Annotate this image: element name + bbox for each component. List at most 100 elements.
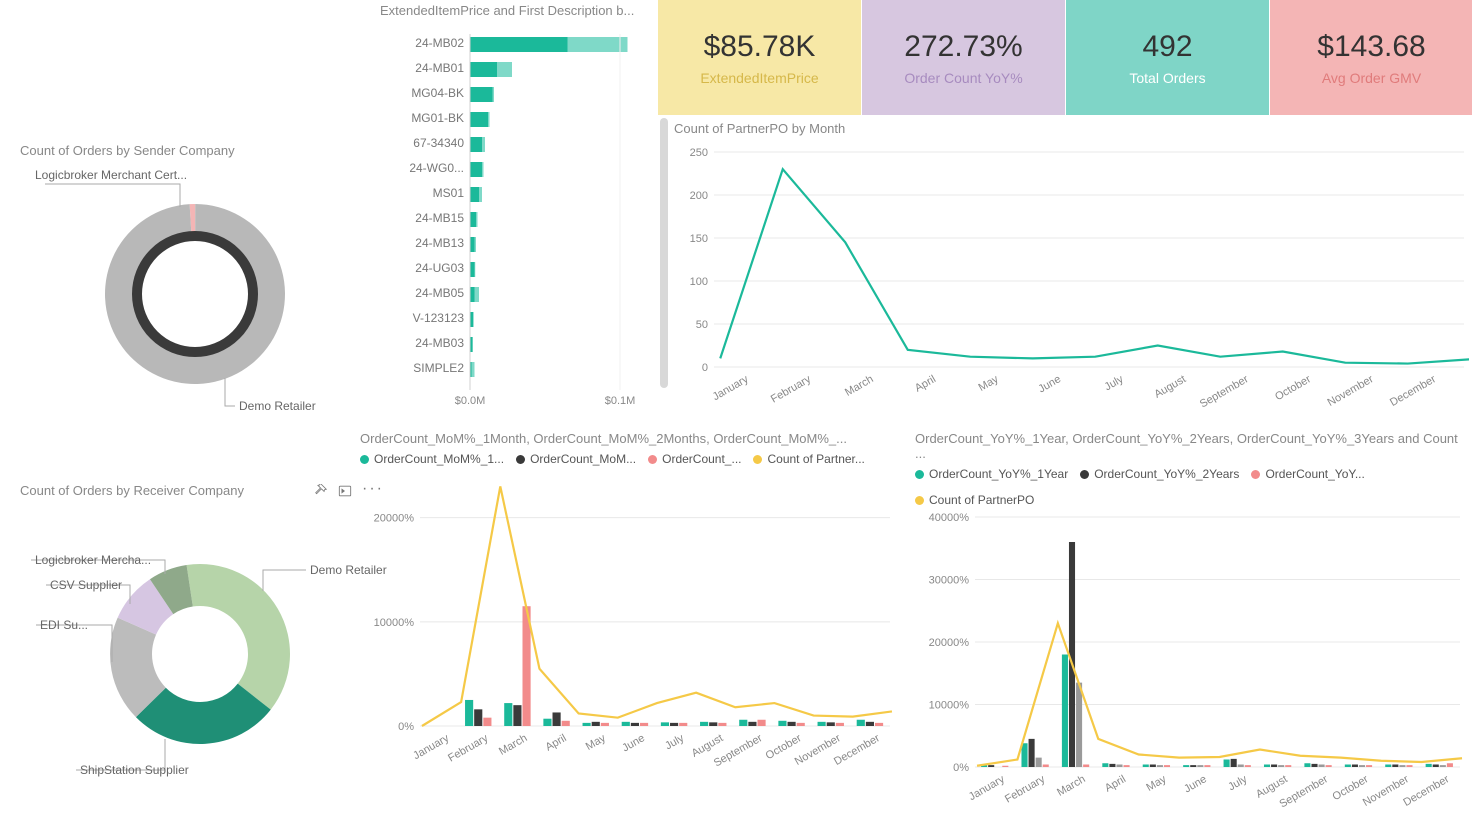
bar[interactable] xyxy=(1190,765,1196,767)
bar[interactable] xyxy=(1440,765,1446,767)
combo-yoy-chart[interactable]: 0%10000%20000%30000%40000%JanuaryFebruar… xyxy=(915,507,1470,827)
bar[interactable] xyxy=(1043,765,1049,768)
bar[interactable] xyxy=(709,722,717,726)
bar[interactable] xyxy=(827,722,835,726)
donut-receiver-chart[interactable]: Demo RetailerShipStation SupplierEDI Su.… xyxy=(20,504,390,784)
bar[interactable] xyxy=(1264,765,1270,768)
bar[interactable] xyxy=(513,705,521,726)
bar-segment[interactable] xyxy=(470,187,479,202)
bar[interactable] xyxy=(1231,759,1237,767)
bar[interactable] xyxy=(1359,765,1365,767)
bar[interactable] xyxy=(718,723,726,726)
combo-mom-chart[interactable]: 0%10000%20000%JanuaryFebruaryMarchAprilM… xyxy=(360,466,900,786)
line-partnerpo-chart[interactable]: 050100150200250JanuaryFebruaryMarchApril… xyxy=(674,142,1469,412)
bar[interactable] xyxy=(1285,765,1291,767)
bar-segment[interactable] xyxy=(470,237,475,252)
bar[interactable] xyxy=(1029,739,1035,767)
bar[interactable] xyxy=(778,721,786,726)
line-series[interactable] xyxy=(977,623,1462,766)
scroll-indicator[interactable] xyxy=(660,118,668,388)
legend-item[interactable]: OrderCount_MoM... xyxy=(516,452,636,466)
bar[interactable] xyxy=(1271,765,1277,768)
bar-segment[interactable] xyxy=(470,112,488,127)
bar[interactable] xyxy=(1124,765,1130,767)
bar[interactable] xyxy=(1109,764,1115,767)
legend-item[interactable]: Count of PartnerPO xyxy=(915,493,1034,507)
bar-segment[interactable] xyxy=(470,137,482,152)
bar[interactable] xyxy=(553,712,561,726)
bar[interactable] xyxy=(1278,765,1284,767)
bar[interactable] xyxy=(757,720,765,726)
bar[interactable] xyxy=(797,723,805,726)
bar[interactable] xyxy=(1197,765,1203,767)
bar[interactable] xyxy=(583,723,591,726)
bar[interactable] xyxy=(1204,765,1210,767)
bar[interactable] xyxy=(1183,765,1189,767)
bar[interactable] xyxy=(1224,760,1230,768)
bar[interactable] xyxy=(622,722,630,726)
bar[interactable] xyxy=(1392,765,1398,768)
bar[interactable] xyxy=(1076,683,1082,767)
bar[interactable] xyxy=(866,722,874,726)
kpi-card[interactable]: $85.78KExtendedItemPrice xyxy=(658,0,861,115)
bar-segment[interactable] xyxy=(470,212,476,227)
bar[interactable] xyxy=(818,722,826,726)
bar[interactable] xyxy=(543,719,551,726)
bar[interactable] xyxy=(1426,764,1432,767)
bar[interactable] xyxy=(788,722,796,726)
bar[interactable] xyxy=(661,722,669,726)
bar[interactable] xyxy=(1385,765,1391,768)
bar[interactable] xyxy=(1345,765,1351,768)
line-series[interactable] xyxy=(720,169,1469,363)
bar[interactable] xyxy=(592,722,600,726)
bar[interactable] xyxy=(739,720,747,726)
bar[interactable] xyxy=(1143,765,1149,768)
bar[interactable] xyxy=(1406,765,1412,767)
bar[interactable] xyxy=(562,721,570,726)
bar[interactable] xyxy=(474,709,482,726)
legend-item[interactable]: Count of Partner... xyxy=(753,452,864,466)
bar[interactable] xyxy=(1116,765,1122,768)
kpi-card[interactable]: $143.68Avg Order GMV xyxy=(1270,0,1472,115)
bar-segment[interactable] xyxy=(470,262,475,277)
bar[interactable] xyxy=(1150,765,1156,768)
legend-item[interactable]: OrderCount_YoY%_1Year xyxy=(915,467,1068,481)
bar-segment[interactable] xyxy=(470,162,482,177)
pin-icon[interactable] xyxy=(314,484,328,501)
bar[interactable] xyxy=(640,723,648,726)
bar[interactable] xyxy=(857,720,865,726)
legend-item[interactable]: OrderCount_MoM%_1... xyxy=(360,452,504,466)
bar[interactable] xyxy=(748,722,756,726)
legend-item[interactable]: OrderCount_YoY%_2Years xyxy=(1080,467,1239,481)
bar[interactable] xyxy=(670,723,678,726)
bar[interactable] xyxy=(1319,765,1325,768)
bar[interactable] xyxy=(601,723,609,726)
bar[interactable] xyxy=(504,703,512,726)
bar-segment[interactable] xyxy=(470,287,475,302)
focus-icon[interactable] xyxy=(338,484,352,501)
bar[interactable] xyxy=(1304,763,1310,767)
bar[interactable] xyxy=(1399,765,1405,767)
bar[interactable] xyxy=(1002,766,1008,767)
bar[interactable] xyxy=(483,718,491,726)
bar[interactable] xyxy=(700,722,708,726)
bar[interactable] xyxy=(1036,758,1042,767)
bar[interactable] xyxy=(1021,743,1027,767)
donut-sender-chart[interactable]: Logicbroker Merchant Cert...Demo Retaile… xyxy=(20,164,370,424)
kpi-card[interactable]: 492Total Orders xyxy=(1066,0,1269,115)
hbar-chart[interactable]: 24-MB0224-MB01MG04-BKMG01-BK67-3434024-W… xyxy=(380,24,650,414)
bar[interactable] xyxy=(1326,765,1332,767)
bar[interactable] xyxy=(1157,765,1163,767)
bar-segment[interactable] xyxy=(470,62,497,77)
bar[interactable] xyxy=(1245,765,1251,767)
legend-item[interactable]: OrderCount_... xyxy=(648,452,741,466)
bar[interactable] xyxy=(679,723,687,726)
bar[interactable] xyxy=(1083,765,1089,768)
legend-item[interactable]: OrderCount_YoY... xyxy=(1251,467,1364,481)
bar[interactable] xyxy=(631,723,639,726)
bar[interactable] xyxy=(1238,765,1244,768)
line-series[interactable] xyxy=(422,486,892,726)
bar[interactable] xyxy=(1447,763,1453,767)
bar[interactable] xyxy=(836,723,844,726)
bar[interactable] xyxy=(1062,655,1068,768)
